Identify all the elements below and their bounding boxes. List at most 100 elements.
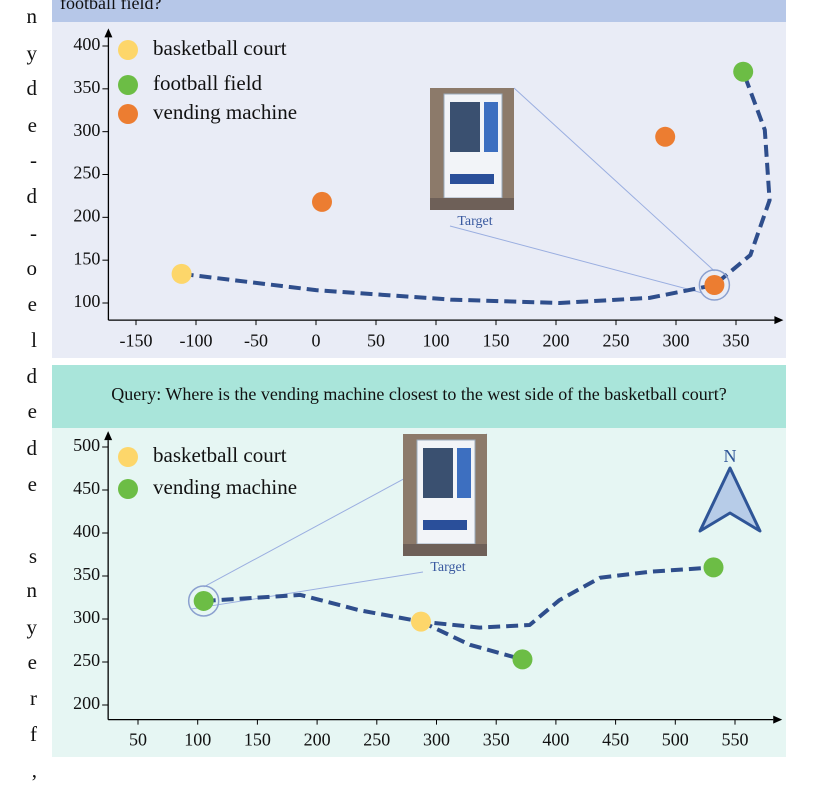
x-tick-label: 300 [423, 730, 450, 750]
margin-letter: d [27, 184, 38, 208]
panel-title: football field? [60, 0, 161, 13]
margin-letter: e [28, 292, 37, 316]
target-image [430, 88, 514, 210]
margin-letter: e [28, 472, 37, 496]
point [171, 263, 192, 284]
x-tick-label: 450 [602, 730, 629, 750]
x-tick-label: 250 [363, 730, 390, 750]
margin-letter: d [27, 76, 38, 100]
y-tick-label: 150 [73, 248, 100, 268]
x-tick-label: 50 [367, 330, 385, 350]
y-tick-label: 200 [73, 205, 100, 225]
y-tick-label: 500 [73, 435, 100, 455]
panel-title: Query: Where is the vending machine clos… [111, 384, 726, 404]
y-tick-label: 250 [73, 650, 100, 670]
y-tick-label: 300 [73, 607, 100, 627]
compass-label: N [724, 446, 737, 466]
margin-letter: - [30, 148, 37, 172]
y-tick-label: 200 [73, 693, 100, 713]
x-tick-label: 400 [542, 730, 569, 750]
point [410, 611, 431, 632]
x-tick-label: 100 [423, 330, 450, 350]
machine-window [450, 102, 480, 152]
top-panel [52, 22, 786, 358]
margin-letter: e [28, 113, 37, 137]
floor [403, 544, 487, 556]
margin-letter: y [27, 41, 38, 65]
x-tick-label: 150 [483, 330, 510, 350]
x-tick-label: -50 [244, 330, 268, 350]
x-tick-label: 350 [483, 730, 510, 750]
y-tick-label: 300 [73, 120, 100, 140]
route [181, 71, 772, 305]
margin-letter: o [27, 256, 38, 280]
target-label: Target [457, 214, 492, 229]
y-tick-label: 450 [73, 478, 100, 498]
legend-label: basketball court [153, 443, 287, 467]
legend-swatch [118, 479, 138, 499]
connector [513, 87, 715, 272]
y-tick-label: 250 [73, 163, 100, 183]
y-tick-label: 400 [73, 34, 100, 54]
x-tick-label: -150 [120, 330, 153, 350]
y-tick-label: 400 [73, 521, 100, 541]
x-tick-label: 200 [304, 730, 331, 750]
margin-letter: d [27, 436, 38, 460]
x-tick-label: 350 [723, 330, 750, 350]
legend-label: vending machine [153, 475, 297, 499]
margin-letter: s [29, 544, 37, 568]
x-tick-label: 500 [662, 730, 689, 750]
margin-letter: d [27, 364, 38, 388]
bottom-header [52, 365, 786, 428]
margin-letter: e [28, 399, 37, 423]
point [703, 557, 724, 578]
highlight-ring [187, 585, 220, 617]
machine-slot [423, 520, 467, 530]
point [193, 590, 214, 611]
route [420, 619, 524, 662]
x-tick-label: -100 [180, 330, 213, 350]
legend-swatch [118, 104, 138, 124]
x-axis-arrow [773, 715, 783, 724]
machine-panel [484, 102, 498, 152]
x-tick-label: 100 [184, 730, 211, 750]
machine-panel [457, 448, 471, 498]
point [512, 649, 533, 670]
x-tick-label: 300 [663, 330, 690, 350]
margin-letter: l [31, 328, 37, 352]
legend-swatch [118, 447, 138, 467]
margin-letter: f [30, 722, 37, 746]
point [704, 275, 725, 296]
y-tick-label: 350 [73, 564, 100, 584]
legend-label: vending machine [153, 100, 297, 124]
y-axis-arrow [104, 431, 113, 441]
x-tick-label: 250 [603, 330, 630, 350]
point [312, 191, 332, 212]
margin-letter: e [28, 650, 37, 674]
machine-window [423, 448, 453, 498]
margin-letter: r [30, 686, 37, 710]
top-header [52, 0, 786, 22]
y-tick-label: 350 [73, 77, 100, 97]
legend-label: football field [153, 71, 263, 95]
x-tick-label: 50 [129, 730, 147, 750]
point [733, 61, 754, 82]
legend-label: basketball court [153, 36, 287, 60]
highlight-ring [698, 269, 731, 301]
connector [449, 225, 703, 294]
x-tick-label: 0 [312, 330, 321, 350]
point [655, 126, 676, 147]
compass-arrow [698, 466, 762, 533]
machine-slot [450, 174, 494, 184]
connector [191, 571, 424, 610]
legend-swatch [118, 75, 138, 95]
x-tick-label: 150 [244, 730, 271, 750]
y-tick-label: 100 [73, 291, 100, 311]
margin-letter: n [27, 4, 38, 28]
y-axis-arrow [104, 28, 113, 38]
legend-swatch [118, 40, 138, 60]
route [203, 565, 714, 630]
target-image [403, 434, 487, 556]
target-label: Target [430, 560, 465, 575]
